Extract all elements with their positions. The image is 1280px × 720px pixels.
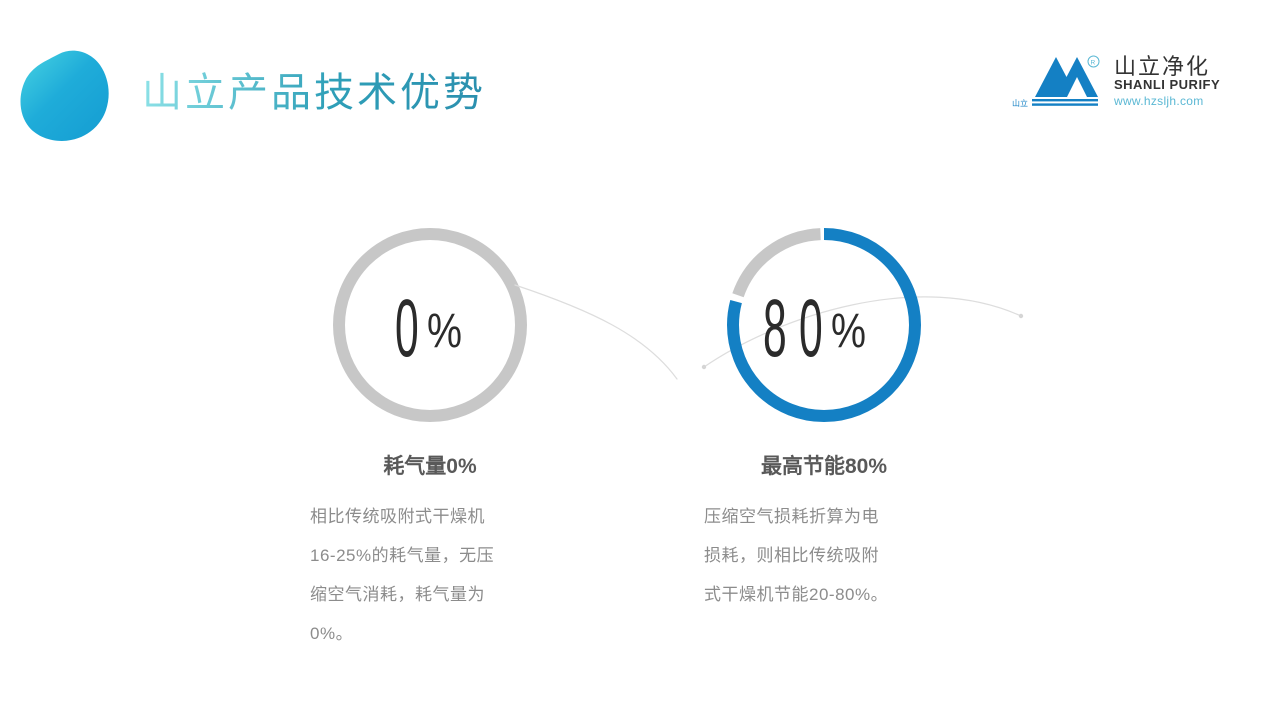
svg-text:山立: 山立	[1012, 98, 1028, 108]
svg-text:R: R	[1091, 60, 1096, 67]
